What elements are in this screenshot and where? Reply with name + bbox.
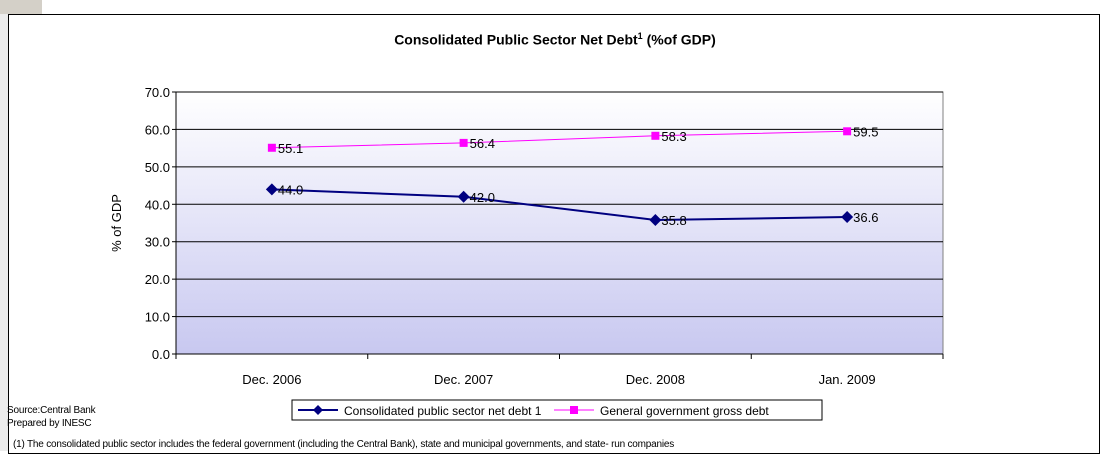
y-tick-label: 10.0 [145,310,170,325]
data-point-square [843,127,852,136]
data-label: 56.4 [470,136,495,151]
chart-area[interactable]: Consolidated Public Sector Net Debt1 (%o… [7,14,1101,454]
series-line-0 [271,188,848,222]
data-point-diamond [265,183,278,196]
x-tick-label: Dec. 2007 [434,372,493,387]
legend-label: Consolidated public sector net debt 1 [344,404,542,418]
data-label: 42.0 [470,190,495,205]
chart-title-text: Consolidated Public Sector Net Debt [394,31,638,48]
prepared-note: Prepared by INESC [7,418,92,429]
data-label: 35.8 [661,213,686,228]
chart-title: Consolidated Public Sector Net Debt1 (%o… [9,31,1101,48]
data-point-square [459,138,468,147]
legend-marker-square [570,406,578,414]
y-tick-label: 50.0 [145,160,170,175]
y-tick-label: 0.0 [152,347,170,362]
y-tick-label: 40.0 [145,197,170,212]
y-tick-label: 20.0 [145,272,170,287]
sheet-corner [0,0,42,14]
data-label: 44.0 [278,182,303,197]
data-label: 36.6 [853,210,878,225]
data-point-diamond [841,211,854,224]
data-label: 58.3 [661,129,686,144]
y-axis-title: % of GDP [109,194,124,252]
x-tick-label: Jan. 2009 [819,372,876,387]
series-line-1 [271,130,848,149]
data-point-diamond [649,214,662,227]
data-label: 55.1 [278,141,303,156]
y-tick-label: 70.0 [145,85,170,100]
chart-title-superscript: 1 [637,31,643,41]
line-chart: 0.0 10.0 20.0 30.0 40.0 50.0 60.0 70.0 Dec. 2006… [109,85,944,421]
legend-marker-diamond [313,405,323,415]
data-point-diamond [457,190,470,203]
data-point-square [651,131,660,140]
data-label: 59.5 [853,124,878,139]
y-tick-label: 30.0 [145,235,170,250]
sheet-left-margin [0,0,8,451]
source-note: Source:Central Bank [7,405,96,416]
x-tick-label: Dec. 2008 [626,372,685,387]
definition-note: (1) The consolidated public sector inclu… [13,439,675,450]
data-point-square [267,143,276,152]
plot-area [175,91,944,355]
legend-label: General government gross debt [600,404,769,418]
y-tick-label: 60.0 [145,122,170,137]
chart-title-suffix: (%of GDP) [642,31,716,48]
x-tick-label: Dec. 2006 [242,372,301,387]
